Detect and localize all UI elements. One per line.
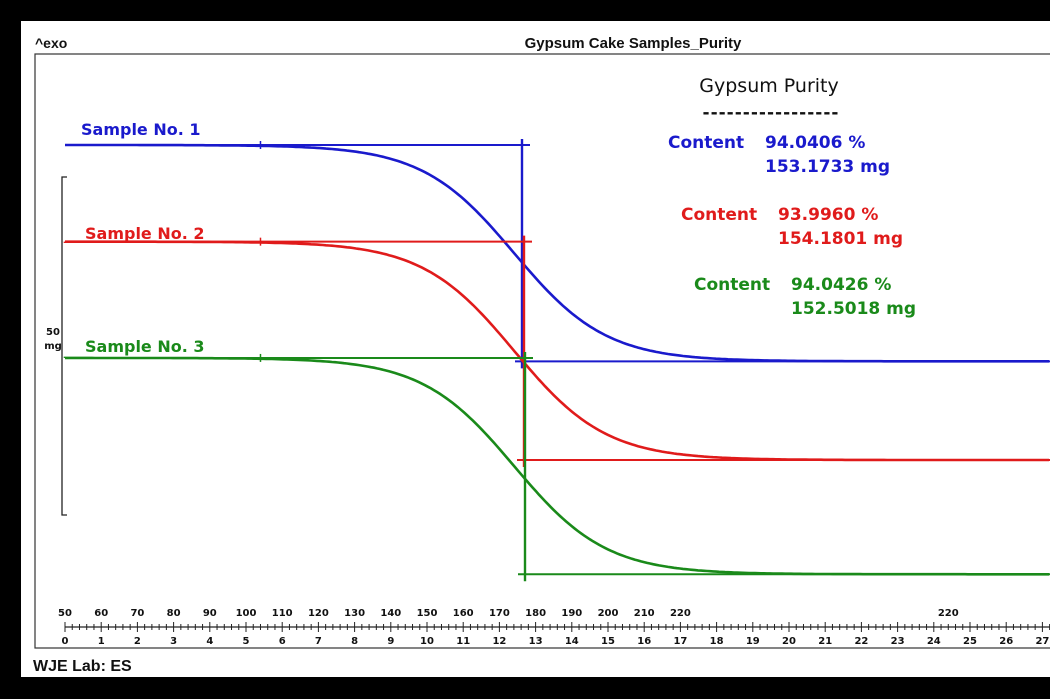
purity-annotation: Gypsum Purity ----------------- Content 94.… (668, 75, 916, 319)
bottom-tick-label: 23 (891, 636, 905, 647)
lab-label: WJE Lab: ES (33, 658, 132, 675)
top-tick-label: 220 (670, 608, 691, 619)
content-label: Content (668, 133, 744, 153)
bottom-tick-label: 26 (999, 636, 1013, 647)
chart-title: Gypsum Cake Samples_Purity (525, 35, 742, 52)
bottom-tick-label: 15 (601, 636, 615, 647)
series-curve (65, 143, 1049, 363)
top-tick-label: 90 (203, 608, 217, 619)
bottom-tick-label: 4 (206, 636, 213, 647)
scale-bar-value: 50 (46, 327, 60, 338)
bottom-tick-label: 17 (673, 636, 687, 647)
bottom-tick-label: 0 (62, 636, 69, 647)
content-percent: 94.0426 % (791, 275, 891, 295)
bottom-tick-label: 1 (98, 636, 105, 647)
content-percent: 94.0406 % (765, 133, 865, 153)
content-percent: 93.9960 % (778, 205, 878, 225)
bottom-tick-label: 3 (170, 636, 177, 647)
bottom-tick-label: 27 (1035, 636, 1049, 647)
top-tick-label: 80 (167, 608, 181, 619)
top-tick-label: 130 (344, 608, 365, 619)
top-tick-label: 150 (417, 608, 438, 619)
content-label: Content (694, 275, 770, 295)
content-mass: 152.5018 mg (791, 299, 916, 319)
series-label: Sample No. 1 (81, 120, 201, 139)
series-label: Sample No. 3 (85, 337, 205, 356)
bottom-tick-label: 12 (492, 636, 506, 647)
top-tick-label: 120 (308, 608, 329, 619)
plot-frame (34, 53, 1050, 649)
bottom-tick-label: 8 (351, 636, 358, 647)
top-tick-label: 140 (380, 608, 401, 619)
top-tick-label-extra: 220 (938, 608, 959, 619)
series-curve (63, 240, 1049, 462)
series-sample-1: Sample No. 1 (65, 120, 1050, 369)
series-sample-2: Sample No. 2 (63, 224, 1050, 468)
bottom-tick-label: 6 (279, 636, 286, 647)
scale-bar-unit: mg (44, 341, 62, 352)
bottom-tick-label: 5 (243, 636, 250, 647)
top-tick-label: 180 (525, 608, 546, 619)
content-mass: 153.1733 mg (765, 157, 890, 177)
bottom-tick-label: 25 (963, 636, 977, 647)
bottom-tick-label: 14 (565, 636, 579, 647)
series-label: Sample No. 2 (85, 224, 205, 243)
curves: Sample No. 1 Sample No. 2 Sample No. 3 (63, 120, 1050, 582)
top-tick-label: 170 (489, 608, 510, 619)
top-tick-label: 200 (598, 608, 619, 619)
top-tick-label: 160 (453, 608, 474, 619)
bottom-tick-label: 18 (710, 636, 724, 647)
top-tick-label: 100 (236, 608, 257, 619)
top-tick-label: 60 (94, 608, 108, 619)
bottom-tick-label: 20 (782, 636, 796, 647)
bottom-tick-label: 13 (529, 636, 543, 647)
top-tick-label: 70 (130, 608, 144, 619)
bottom-tick-label: 21 (818, 636, 832, 647)
top-tick-label: 110 (272, 608, 293, 619)
content-mass: 154.1801 mg (778, 229, 903, 249)
bottom-tick-label: 10 (420, 636, 434, 647)
bottom-tick-label: 24 (927, 636, 941, 647)
top-tick-label: 190 (561, 608, 582, 619)
annotation-title: Gypsum Purity (699, 75, 838, 97)
top-tick-label: 50 (58, 608, 72, 619)
series-curve (63, 356, 1049, 576)
bottom-tick-label: 7 (315, 636, 322, 647)
annotation-rule: ----------------- (703, 103, 840, 123)
content-label: Content (681, 205, 757, 225)
scale-bar-bracket (61, 176, 67, 516)
top-tick-label: 210 (634, 608, 655, 619)
thermogram-sheet: ^exo Gypsum Cake Samples_Purity 50 mg Sam… (21, 21, 1050, 677)
series-sample-3: Sample No. 3 (63, 337, 1050, 582)
bottom-tick-label: 9 (387, 636, 394, 647)
scale-bar: 50 mg (44, 176, 67, 516)
exo-label: ^exo (35, 35, 67, 51)
bottom-tick-label: 19 (746, 636, 760, 647)
bottom-tick-label: 2 (134, 636, 141, 647)
bottom-tick-label: 22 (854, 636, 868, 647)
x-axis: 0 1 2 3 4 5 6 7 8 9 10 11 12 13 14 15 16 17 18 19 20 21 22 23 24… (58, 608, 1050, 647)
bottom-tick-label: 16 (637, 636, 651, 647)
bottom-tick-label: 11 (456, 636, 470, 647)
